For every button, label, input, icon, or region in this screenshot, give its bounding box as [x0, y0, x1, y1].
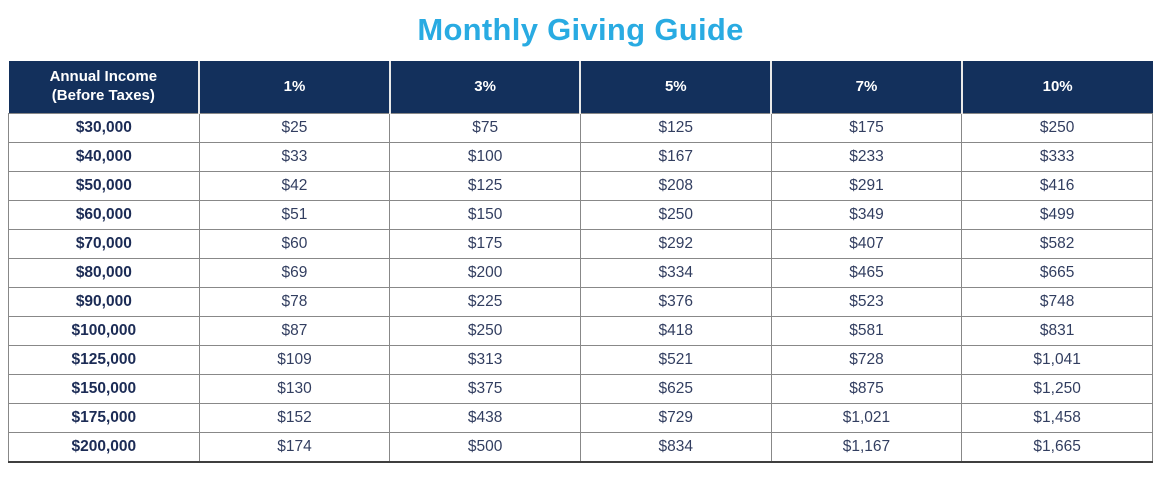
- page-title: Monthly Giving Guide: [417, 12, 744, 47]
- amount-cell: $150: [389, 200, 581, 230]
- amount-cell: $130: [198, 374, 391, 404]
- header-3-percent: 3%: [388, 61, 581, 114]
- amount-cell: $100: [389, 142, 581, 172]
- table-row: $90,000 $78 $225 $376 $523 $748: [8, 287, 1153, 317]
- amount-cell: $438: [389, 403, 581, 433]
- amount-cell: $665: [961, 258, 1153, 288]
- amount-cell: $523: [770, 287, 963, 317]
- income-cell: $80,000: [8, 258, 200, 288]
- amount-cell: $42: [198, 171, 391, 201]
- amount-cell: $418: [579, 316, 772, 346]
- amount-cell: $375: [389, 374, 581, 404]
- amount-cell: $729: [579, 403, 772, 433]
- amount-cell: $51: [198, 200, 391, 230]
- amount-cell: $208: [579, 171, 772, 201]
- amount-cell: $175: [770, 113, 963, 143]
- income-cell: $30,000: [8, 113, 200, 143]
- amount-cell: $333: [961, 142, 1153, 172]
- table-row: $175,000 $152 $438 $729 $1,021 $1,458: [8, 403, 1153, 433]
- table-body: $30,000 $25 $75 $125 $175 $250 $40,000 $33 $100 $…: [8, 113, 1153, 463]
- amount-cell: $250: [579, 200, 772, 230]
- income-cell: $90,000: [8, 287, 200, 317]
- amount-cell: $200: [389, 258, 581, 288]
- income-cell: $200,000: [8, 432, 200, 463]
- amount-cell: $225: [389, 287, 581, 317]
- amount-cell: $25: [198, 113, 391, 143]
- table-row: $70,000 $60 $175 $292 $407 $582: [8, 229, 1153, 259]
- amount-cell: $499: [961, 200, 1153, 230]
- income-cell: $150,000: [8, 374, 200, 404]
- amount-cell: $174: [198, 432, 391, 463]
- amount-cell: $1,250: [961, 374, 1153, 404]
- amount-cell: $233: [770, 142, 963, 172]
- header-row: Annual Income (Before Taxes) 1% 3% 5% 7%…: [8, 61, 1153, 114]
- amount-cell: $376: [579, 287, 772, 317]
- income-cell: $70,000: [8, 229, 200, 259]
- income-cell: $50,000: [8, 171, 200, 201]
- amount-cell: $152: [198, 403, 391, 433]
- income-cell: $175,000: [8, 403, 200, 433]
- amount-cell: $250: [961, 113, 1153, 143]
- amount-cell: $33: [198, 142, 391, 172]
- amount-cell: $334: [579, 258, 772, 288]
- table-row: $100,000 $87 $250 $418 $581 $831: [8, 316, 1153, 346]
- amount-cell: $69: [198, 258, 391, 288]
- header-7-percent: 7%: [770, 61, 962, 114]
- income-cell: $40,000: [8, 142, 200, 172]
- table-row: $40,000 $33 $100 $167 $233 $333: [8, 142, 1153, 172]
- amount-cell: $87: [198, 316, 391, 346]
- amount-cell: $416: [961, 171, 1153, 201]
- header-1-percent: 1%: [198, 61, 390, 114]
- amount-cell: $1,041: [961, 345, 1153, 375]
- amount-cell: $581: [770, 316, 963, 346]
- amount-cell: $349: [770, 200, 963, 230]
- table-row: $200,000 $174 $500 $834 $1,167 $1,665: [8, 432, 1153, 463]
- amount-cell: $1,665: [961, 432, 1153, 463]
- amount-cell: $1,458: [961, 403, 1153, 433]
- amount-cell: $728: [770, 345, 963, 375]
- income-cell: $125,000: [8, 345, 200, 375]
- header-annual-income: Annual Income (Before Taxes): [8, 61, 200, 114]
- table-row: $150,000 $130 $375 $625 $875 $1,250: [8, 374, 1153, 404]
- amount-cell: $125: [389, 171, 581, 201]
- amount-cell: $75: [389, 113, 581, 143]
- income-cell: $100,000: [8, 316, 200, 346]
- amount-cell: $625: [579, 374, 772, 404]
- amount-cell: $109: [198, 345, 391, 375]
- amount-cell: $175: [389, 229, 581, 259]
- amount-cell: $291: [770, 171, 963, 201]
- amount-cell: $521: [579, 345, 772, 375]
- amount-cell: $834: [579, 432, 772, 463]
- amount-cell: $78: [198, 287, 391, 317]
- table-row: $125,000 $109 $313 $521 $728 $1,041: [8, 345, 1153, 375]
- table-row: $80,000 $69 $200 $334 $465 $665: [8, 258, 1153, 288]
- table-row: $30,000 $25 $75 $125 $175 $250: [8, 113, 1153, 143]
- amount-cell: $875: [770, 374, 963, 404]
- income-cell: $60,000: [8, 200, 200, 230]
- amount-cell: $313: [389, 345, 581, 375]
- amount-cell: $748: [961, 287, 1153, 317]
- amount-cell: $1,167: [770, 432, 963, 463]
- header-5-percent: 5%: [579, 61, 772, 114]
- amount-cell: $407: [770, 229, 963, 259]
- amount-cell: $167: [579, 142, 772, 172]
- giving-guide-table: Annual Income (Before Taxes) 1% 3% 5% 7%…: [8, 61, 1153, 463]
- table-row: $60,000 $51 $150 $250 $349 $499: [8, 200, 1153, 230]
- table-row: $50,000 $42 $125 $208 $291 $416: [8, 171, 1153, 201]
- amount-cell: $292: [579, 229, 772, 259]
- amount-cell: $125: [579, 113, 772, 143]
- amount-cell: $500: [389, 432, 581, 463]
- table-header: Annual Income (Before Taxes) 1% 3% 5% 7%…: [8, 61, 1153, 114]
- amount-cell: $465: [770, 258, 963, 288]
- amount-cell: $831: [961, 316, 1153, 346]
- amount-cell: $1,021: [770, 403, 963, 433]
- amount-cell: $60: [198, 229, 391, 259]
- amount-cell: $250: [389, 316, 581, 346]
- header-10-percent: 10%: [960, 61, 1153, 114]
- amount-cell: $582: [961, 229, 1153, 259]
